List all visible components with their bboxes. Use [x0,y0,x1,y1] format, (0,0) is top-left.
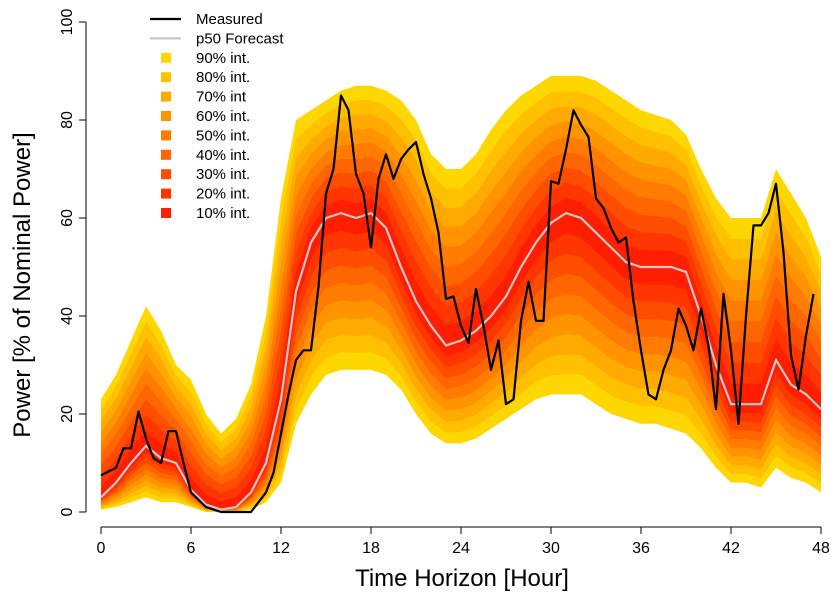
legend-label: 60% int. [196,108,250,125]
y-tick-label: 40 [59,307,76,325]
legend-box-swatch [161,149,171,160]
y-tick-label: 80 [59,111,76,129]
x-tick-label: 12 [272,540,290,557]
legend-box-swatch [161,52,171,63]
legend-label: 80% int. [196,69,250,86]
x-tick-label: 24 [452,540,470,557]
legend-label: 30% int. [196,166,250,183]
legend-box-swatch [161,72,171,83]
legend-box-swatch [161,169,171,180]
x-axis-title: Time Horizon [Hour] [355,565,569,592]
y-tick-label: 0 [59,507,76,516]
legend-label: Measured [196,11,263,28]
p50-forecast-line [100,211,822,511]
y-axis-title: Power [% of Nominal Power] [9,132,36,437]
legend-label: 40% int. [196,147,250,164]
x-tick-label: 42 [722,540,740,557]
legend-label: p50 Forecast [196,30,284,47]
y-tick-label: 20 [59,405,76,423]
legend-label: 10% int. [196,205,250,222]
legend-label: 90% int. [196,50,250,67]
y-tick-label: 100 [59,9,76,36]
x-tick-label: 18 [362,540,380,557]
x-tick-label: 30 [542,540,560,557]
measured-line [100,94,815,514]
legend-box-swatch [161,111,171,121]
axes: 0 6 12 18 24 30 36 42 48 0 20 40 60 80 100 [59,9,830,557]
legend-box-swatch [161,208,171,218]
x-tick-label: 0 [97,540,106,557]
band-10-int [101,197,821,510]
legend-box-swatch [161,130,171,141]
legend-label: 50% int. [196,127,250,144]
legend-label: 20% int. [196,186,250,203]
y-tick-label: 60 [59,209,76,227]
legend-box-swatch [161,188,171,199]
legend-box-swatch [161,91,171,102]
series-lines [100,94,822,514]
x-tick-label: 36 [632,540,650,557]
legend-label: 70% int [196,89,247,106]
legend: Measured p50 Forecast 90% int. 80% int. 70% … [150,11,284,222]
x-tick-label: 6 [187,540,196,557]
x-tick-label: 48 [812,540,830,557]
